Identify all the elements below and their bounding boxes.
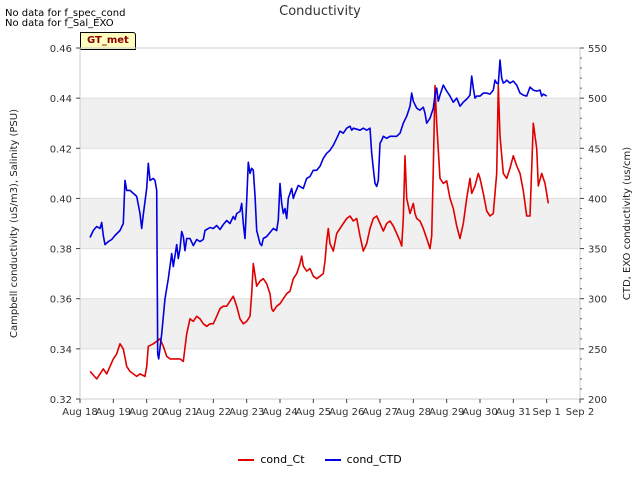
legend-swatch [238,458,255,461]
x-tick-label: Aug 31 [496,407,531,418]
x-tick-label: Aug 27 [362,407,397,418]
y2-tick-label: 450 [588,144,607,155]
y2-tick-label: 550 [588,44,607,55]
plot-frame [79,47,581,400]
grid-band [80,298,580,349]
x-tick-label: Aug 30 [462,407,497,418]
y-tick-label: 0.40 [50,194,72,205]
legend-label: cond_CTD [346,453,402,466]
y2-tick-label: 400 [588,194,607,205]
x-tick-label: Aug 21 [162,407,197,418]
x-tick-label: Aug 29 [429,407,464,418]
y2-tick-label: 250 [588,345,607,356]
site-badge: GT_met [80,32,136,50]
series-line-cond-ct [89,84,550,380]
y2-tick-label: 350 [588,245,607,256]
right-y-axis: 200 250 300 350 400 450 500 550 [580,44,607,406]
x-tick-label: Aug 18 [62,407,97,418]
y-tick-label: 0.34 [50,345,72,356]
y-tick-label: 0.32 [50,395,72,406]
legend: cond_Ct cond_CTD [0,453,640,466]
x-tick-label: Sep 1 [532,407,560,418]
right-axis-label: CTD, EXO conductivity (us/cm) [622,147,633,300]
y-tick-label: 0.44 [50,94,72,105]
grid-band [80,98,580,149]
chart-title: Conductivity [279,4,361,19]
x-tick-label: Aug 28 [396,407,431,418]
x-tick-label: Aug 25 [296,407,331,418]
legend-item-cond-ct: cond_Ct [238,453,305,466]
x-tick-label: Aug 23 [229,407,264,418]
legend-label: cond_Ct [260,453,305,466]
x-tick-label: Sep 2 [566,407,594,418]
y-tick-label: 0.42 [50,144,72,155]
y2-tick-label: 500 [588,94,607,105]
no-data-note: No data for f_spec_cond [5,8,126,19]
x-tick-label: Aug 26 [329,407,364,418]
x-tick-label: Aug 22 [196,407,231,418]
series-line-cond-ctd [89,59,548,360]
left-axis-label: Campbell conductivity (uS/m3), Salinity … [9,109,20,338]
series-layer [89,59,550,380]
y-tick-label: 0.46 [50,44,72,55]
y-tick-label: 0.38 [50,245,72,256]
y2-tick-label: 300 [588,295,607,306]
legend-swatch [324,458,341,461]
legend-item-cond-ctd: cond_CTD [324,453,402,466]
x-tick-label: Aug 20 [129,407,164,418]
left-y-axis: 0.32 0.34 0.36 0.38 0.40 0.42 0.44 0.46 [50,44,80,406]
x-tick-label: Aug 19 [96,407,131,418]
y-tick-label: 0.36 [50,295,72,306]
y2-tick-label: 200 [588,395,607,406]
x-tick-label: Aug 24 [262,407,297,418]
no-data-note: No data for f_Sal_EXO [5,18,114,29]
background-bands [80,98,580,349]
